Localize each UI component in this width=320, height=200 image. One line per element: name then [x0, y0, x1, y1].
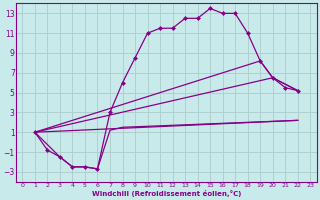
X-axis label: Windchill (Refroidissement éolien,°C): Windchill (Refroidissement éolien,°C) [92, 190, 241, 197]
